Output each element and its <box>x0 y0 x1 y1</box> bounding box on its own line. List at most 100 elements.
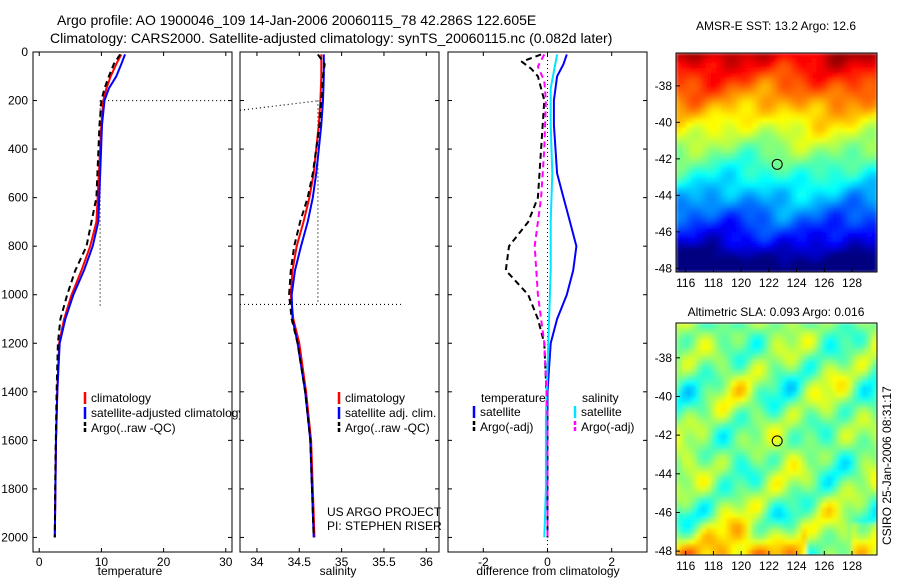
heatmap-cell <box>706 217 712 223</box>
heatmap-cell <box>766 407 773 414</box>
heatmap-cell <box>796 217 803 223</box>
heatmap-cell <box>771 187 778 193</box>
heatmap-cell <box>756 370 763 377</box>
heatmap-cell <box>871 417 877 424</box>
heatmap-cell <box>806 67 813 74</box>
heatmap-cell <box>836 157 843 164</box>
heatmap-cell <box>716 507 722 514</box>
heatmap-cell <box>706 402 712 408</box>
heatmap-cell <box>696 423 702 430</box>
heatmap-cell <box>721 433 727 440</box>
heatmap-cell <box>711 465 717 472</box>
heatmap-cell <box>831 247 838 253</box>
heatmap-cell <box>696 182 702 188</box>
heatmap-cell <box>771 77 778 84</box>
heatmap-cell <box>686 127 692 134</box>
heatmap-cell <box>811 491 818 498</box>
heatmap-cell <box>831 333 838 340</box>
heatmap-cell <box>836 338 843 345</box>
heatmap-cell <box>856 544 863 551</box>
heatmap-cell <box>791 237 798 243</box>
heatmap-cell <box>771 539 778 546</box>
heatmap-cell <box>771 475 778 482</box>
heatmap-cell <box>811 344 818 350</box>
heatmap-cell <box>696 82 702 89</box>
heatmap-cell <box>756 539 763 546</box>
heatmap-cell <box>801 212 808 218</box>
heatmap-cell <box>726 242 732 248</box>
heatmap-cell <box>761 227 768 233</box>
heatmap-cell <box>686 354 692 361</box>
heatmap-cell <box>681 528 687 535</box>
heatmap-cell <box>791 227 798 233</box>
heatmap-cell <box>741 533 747 540</box>
heatmap-cell <box>816 77 823 84</box>
heatmap-cell <box>761 182 768 188</box>
heatmap-cell <box>706 102 712 109</box>
heatmap-cell <box>736 112 742 119</box>
heatmap-cell <box>686 62 692 69</box>
heatmap-cell <box>746 475 752 482</box>
heatmap-cell <box>861 338 868 345</box>
heatmap-cell <box>771 486 778 493</box>
heatmap-cell <box>791 112 798 119</box>
heatmap-cell <box>701 444 707 451</box>
heatmap-cell <box>841 122 848 129</box>
y-tick-label: 1200 <box>1 336 28 350</box>
heatmap-cell <box>786 481 793 488</box>
heatmap-cell <box>871 77 877 84</box>
heatmap-cell <box>731 182 737 188</box>
heatmap-cell <box>756 475 763 482</box>
heatmap-cell <box>721 82 727 89</box>
heatmap-cell <box>701 417 707 424</box>
heatmap-cell <box>861 202 868 208</box>
heatmap-cell <box>761 444 768 451</box>
heatmap-cell <box>716 257 722 263</box>
heatmap-cell <box>751 142 758 149</box>
heatmap-cell <box>681 102 687 109</box>
heatmap-cell <box>851 117 858 124</box>
heatmap-cell <box>826 396 833 403</box>
heatmap-cell <box>791 187 798 193</box>
heatmap-cell <box>686 338 692 345</box>
heatmap-cell <box>851 365 858 372</box>
heatmap-cell <box>851 212 858 218</box>
heatmap-cell <box>846 396 853 403</box>
heatmap-cell <box>721 549 727 555</box>
heatmap-cell <box>786 157 793 164</box>
heatmap-cell <box>816 460 823 466</box>
heatmap-cell <box>841 53 848 59</box>
heatmap-cell <box>676 391 682 398</box>
heatmap-cell <box>821 539 828 546</box>
heatmap-cell <box>731 87 737 94</box>
heatmap-cell <box>786 354 793 361</box>
heatmap-cell <box>846 127 853 134</box>
heatmap-cell <box>731 62 737 69</box>
heatmap-cell <box>711 142 717 149</box>
heatmap-cell <box>756 381 763 387</box>
heatmap-cell <box>776 549 783 555</box>
heatmap-cell <box>731 491 737 498</box>
heatmap-cell <box>806 117 813 124</box>
heatmap-cell <box>746 423 752 430</box>
heatmap-cell <box>806 167 813 174</box>
heatmap-cell <box>726 257 732 263</box>
heatmap-cell <box>856 333 863 340</box>
heatmap-cell <box>841 232 848 238</box>
heatmap-cell <box>811 549 818 555</box>
heatmap-cell <box>816 349 823 356</box>
heatmap-cell <box>826 147 833 154</box>
heatmap-cell <box>806 53 813 59</box>
heatmap-cell <box>756 217 763 223</box>
heatmap-cell <box>841 87 848 94</box>
heatmap-cell <box>691 528 697 535</box>
heatmap-cell <box>761 470 768 477</box>
heatmap-cell <box>851 417 858 424</box>
heatmap-cell <box>791 57 798 64</box>
heatmap-cell <box>831 486 838 493</box>
heatmap-cell <box>696 267 702 272</box>
heatmap-cell <box>766 107 773 114</box>
heatmap-cell <box>841 127 848 134</box>
heatmap-cell <box>856 407 863 414</box>
sst-map-frame <box>675 52 878 273</box>
